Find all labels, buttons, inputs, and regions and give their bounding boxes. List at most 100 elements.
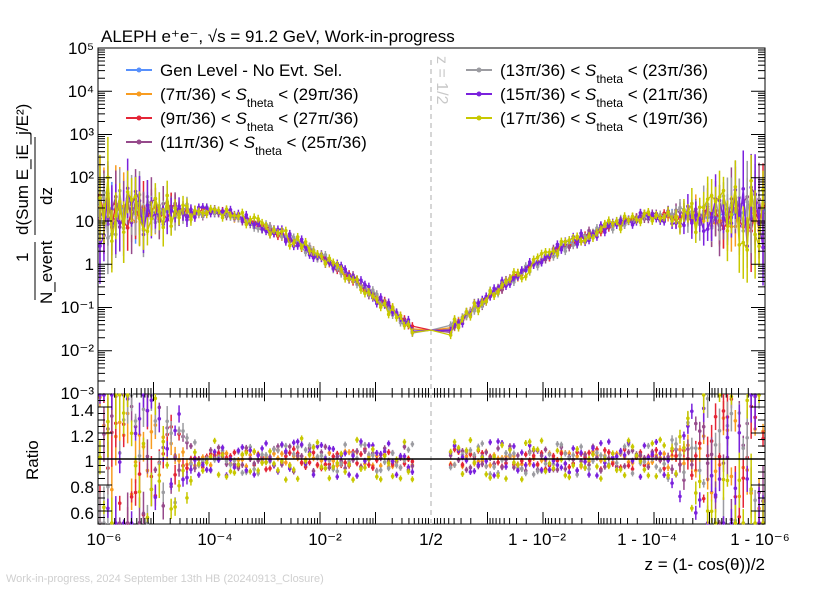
ratio-point bbox=[125, 521, 130, 525]
ratio-point bbox=[452, 463, 457, 467]
ratio-point bbox=[276, 468, 280, 473]
ratio-point bbox=[654, 464, 659, 469]
ratio-point bbox=[741, 521, 746, 525]
ratio-point bbox=[189, 478, 193, 483]
ratio-point bbox=[133, 463, 138, 468]
rtick-1.2: 1.2 bbox=[70, 427, 94, 446]
ratio-point bbox=[161, 439, 166, 444]
legend-entry-5: (13π/36) < Stheta < (23π/36) bbox=[466, 61, 708, 86]
ratio-point bbox=[693, 421, 698, 426]
ratio-point bbox=[272, 451, 276, 456]
ratio-point bbox=[725, 435, 730, 440]
ratio-point bbox=[315, 462, 320, 467]
legend-entry-3: (9π/36) < Stheta < (27π/36) bbox=[126, 109, 359, 134]
ratio-point bbox=[729, 474, 734, 479]
ratio-point bbox=[141, 407, 146, 412]
ratio-point bbox=[280, 442, 284, 447]
ratio-point bbox=[339, 451, 343, 456]
ratio-point bbox=[323, 444, 328, 449]
ratio-point bbox=[571, 446, 576, 451]
legend-swatch-marker bbox=[476, 115, 482, 121]
ratio-point bbox=[284, 449, 288, 453]
ratio-point bbox=[496, 439, 500, 444]
rtick-1.4: 1.4 bbox=[70, 401, 94, 420]
ratio-point bbox=[331, 458, 336, 463]
ratio-point bbox=[323, 462, 328, 467]
ratio-point bbox=[280, 452, 284, 456]
ratio-point bbox=[363, 459, 367, 463]
ratio-point bbox=[378, 468, 383, 472]
ratio-point bbox=[666, 473, 670, 478]
ratio-point bbox=[571, 453, 576, 457]
ratio-point bbox=[690, 462, 694, 467]
ratio-point bbox=[378, 452, 383, 456]
ratio-point bbox=[280, 459, 284, 463]
ratio-point bbox=[460, 462, 465, 467]
ratio-point bbox=[367, 463, 371, 467]
ratio-point bbox=[658, 437, 663, 442]
ratio-point bbox=[153, 419, 158, 423]
ratio-point bbox=[398, 454, 403, 458]
ratio-point bbox=[721, 521, 726, 525]
ratio-point bbox=[626, 463, 631, 468]
ratio-point bbox=[595, 464, 599, 469]
ratio-point bbox=[638, 450, 643, 455]
ratio-point bbox=[622, 473, 627, 477]
ratio-point bbox=[200, 455, 205, 460]
ratio-point bbox=[693, 454, 698, 458]
ratio-point bbox=[224, 451, 229, 456]
ratio-point bbox=[622, 464, 627, 468]
ratio-point bbox=[382, 449, 387, 454]
ratio-point bbox=[276, 444, 280, 449]
ratio-point bbox=[725, 478, 730, 483]
y-label-den: dz bbox=[37, 187, 56, 205]
ratio-point bbox=[382, 446, 387, 451]
ratio-point bbox=[476, 459, 481, 464]
ratio-point bbox=[488, 472, 492, 476]
ratio-point bbox=[733, 486, 738, 491]
ratio-point bbox=[460, 449, 465, 453]
ratio-point bbox=[555, 442, 560, 446]
ratio-point bbox=[729, 411, 734, 416]
ratio-point bbox=[547, 461, 552, 466]
ratio-point bbox=[355, 438, 359, 442]
ratio-point bbox=[531, 453, 536, 458]
ratio-point bbox=[527, 461, 532, 466]
ratio-point bbox=[452, 443, 457, 448]
ratio-point bbox=[335, 474, 340, 479]
ratio-point bbox=[248, 448, 253, 453]
ratio-point bbox=[268, 466, 272, 471]
ratio-point bbox=[508, 448, 512, 452]
ratio-point bbox=[690, 506, 694, 511]
ratio-point bbox=[551, 458, 556, 463]
ratio-point bbox=[374, 474, 379, 479]
legend-entry-6: (15π/36) < Stheta < (21π/36) bbox=[466, 85, 708, 110]
ratio-point bbox=[327, 451, 332, 455]
ratio-point bbox=[153, 495, 158, 500]
ratio-point bbox=[508, 453, 512, 457]
legend-swatch-marker bbox=[136, 91, 142, 97]
legend-swatch-marker bbox=[136, 115, 142, 121]
ratio-point bbox=[713, 414, 718, 419]
ratio-point bbox=[224, 462, 229, 466]
ratio-point bbox=[390, 451, 395, 455]
ratio-point bbox=[642, 467, 647, 472]
legend: Gen Level - No Evt. Sel. (7π/36) < Stheta… bbox=[126, 61, 708, 158]
ratio-point bbox=[327, 476, 332, 481]
ratio-point bbox=[110, 521, 114, 525]
ratio-point bbox=[468, 470, 473, 474]
ratio-point bbox=[410, 464, 415, 468]
xtick-half: 1/2 bbox=[419, 530, 443, 549]
ratio-point bbox=[646, 462, 651, 466]
ratio-point bbox=[670, 467, 674, 472]
ratio-point bbox=[504, 476, 508, 481]
ratio-point bbox=[579, 459, 583, 464]
ratio-point bbox=[347, 462, 351, 467]
ratio-point bbox=[520, 477, 524, 482]
x-tick-labels: 10⁻⁶ 10⁻⁴ 10⁻² 1/2 1 - 10⁻² 1 - 10⁻⁴ 1 -… bbox=[87, 530, 790, 549]
series-line bbox=[99, 177, 764, 336]
ratio-point bbox=[630, 448, 635, 453]
ratio-point bbox=[638, 475, 643, 479]
y-axis-label: 1 N_event d(Sum E_iE_j/E²) dz bbox=[13, 104, 56, 304]
ratio-point bbox=[591, 459, 595, 463]
